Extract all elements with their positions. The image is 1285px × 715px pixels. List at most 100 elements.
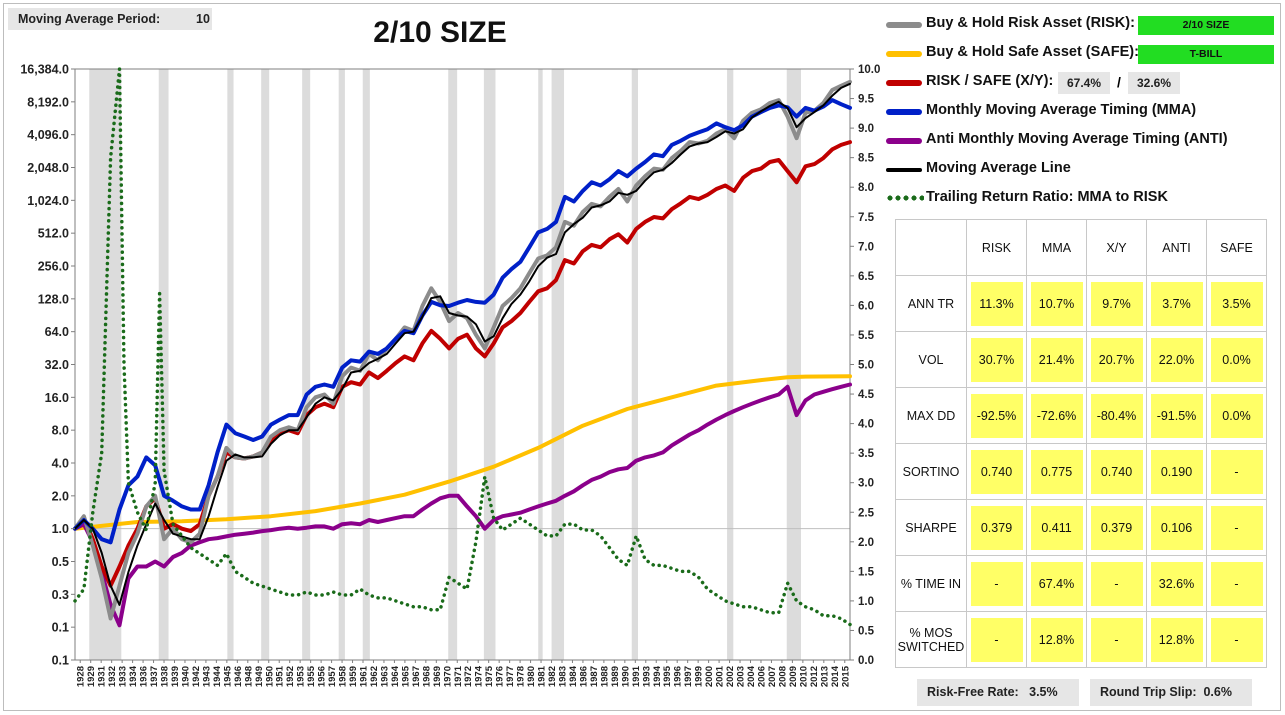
x-tick-label: 1999 xyxy=(694,666,705,687)
x-tick-label: 1934 xyxy=(128,665,139,687)
x-tick-label: 1988 xyxy=(599,666,610,687)
y2-tick-label: 1.0 xyxy=(858,596,874,608)
stats-value: 21.4% xyxy=(1030,337,1083,382)
x-tick-label: 1990 xyxy=(620,666,631,687)
recession-band xyxy=(727,69,734,660)
recession-band xyxy=(338,69,345,660)
stats-value: - xyxy=(970,617,1023,662)
x-tick-label: 1997 xyxy=(683,666,694,687)
stats-table: RISK MMA X/Y ANTI SAFE ANN TR 11.3% 10.7% 9… xyxy=(895,219,1267,668)
x-tick-label: 1928 xyxy=(76,666,87,687)
x-tick-label: 1964 xyxy=(390,665,401,687)
risk-free-rate: Risk-Free Rate: 3.5% xyxy=(917,679,1079,706)
x-tick-label: 1975 xyxy=(484,665,495,687)
x-tick-label: 1984 xyxy=(568,665,579,687)
recession-band xyxy=(786,69,802,660)
legend-risk-swatch xyxy=(886,22,922,28)
x-tick-label: 1980 xyxy=(526,666,537,687)
y2-tick-label: 3.0 xyxy=(858,478,874,490)
stats-cell: - xyxy=(1206,555,1267,612)
round-trip-slip-text: Round Trip Slip: 0.6% xyxy=(1100,685,1232,699)
y2-tick-label: 5.0 xyxy=(858,360,874,372)
stats-value: 0.106 xyxy=(1150,505,1203,550)
x-tick-label: 1968 xyxy=(421,666,432,687)
stats-row-label: VOL xyxy=(895,331,967,388)
stats-cell: 20.7% xyxy=(1086,331,1147,388)
x-tick-label: 1945 xyxy=(222,665,233,687)
stats-value: 67.4% xyxy=(1030,561,1083,606)
x-tick-label: 1944 xyxy=(212,665,223,687)
stats-header-row: RISK MMA X/Y ANTI SAFE xyxy=(895,219,1267,276)
stats-value: 0.0% xyxy=(1210,337,1263,382)
x-tick-label: 2007 xyxy=(767,666,778,687)
alloc-risk-value: 67.4% xyxy=(1058,72,1110,94)
stats-value: 0.775 xyxy=(1030,449,1083,494)
y2-tick-label: 7.0 xyxy=(858,241,874,253)
y2-tick-label: 8.0 xyxy=(858,182,874,194)
stats-cell: - xyxy=(1086,555,1147,612)
y-tick-label: 128.0 xyxy=(38,292,69,306)
stats-col-header: RISK xyxy=(966,219,1027,276)
y2-tick-label: 1.5 xyxy=(858,566,875,578)
legend-safe-label: Buy & Hold Safe Asset (SAFE): xyxy=(926,44,1139,60)
axes: 16,384.0 8,192.0 4,096.0 2,048.0 1,024.0 512.… xyxy=(20,63,880,688)
stats-cell: 32.6% xyxy=(1146,555,1207,612)
y-tick-label: 16.0 xyxy=(45,391,69,405)
stats-cell: 0.740 xyxy=(966,443,1027,500)
legend-mma-swatch xyxy=(886,109,922,115)
stats-cell: 0.0% xyxy=(1206,387,1267,444)
y2-tick-label: 0.0 xyxy=(858,655,874,667)
stats-cell: - xyxy=(1206,611,1267,668)
moving-average-period-box: Moving Average Period: 10 xyxy=(8,8,212,30)
recession-band xyxy=(551,69,565,660)
legend-ma-line-swatch xyxy=(886,168,922,172)
stats-value: - xyxy=(1210,617,1263,662)
stats-col-header: MMA xyxy=(1026,219,1087,276)
stats-value: 9.7% xyxy=(1090,281,1143,326)
stats-col-header: ANTI xyxy=(1146,219,1207,276)
x-tick-label: 2002 xyxy=(725,666,736,687)
x-tick-label: 1994 xyxy=(652,665,663,687)
y-tick-label: 0.5 xyxy=(52,555,69,569)
alloc-safe-value: 32.6% xyxy=(1128,72,1180,94)
x-tick-label: 1969 xyxy=(432,666,443,687)
stats-value: -72.6% xyxy=(1030,393,1083,438)
x-tick-label: 1965 xyxy=(400,665,411,687)
stats-row-label: % MOS SWITCHED xyxy=(895,611,967,668)
stats-cell: 67.4% xyxy=(1026,555,1087,612)
recession-band xyxy=(261,69,270,660)
x-tick-label: 2013 xyxy=(819,666,830,687)
x-tick-label: 1991 xyxy=(631,665,642,687)
y-tick-label: 16,384.0 xyxy=(20,63,69,77)
stats-cell: 12.8% xyxy=(1146,611,1207,668)
x-tick-label: 2014 xyxy=(830,665,841,687)
y2-tick-label: 10.0 xyxy=(858,64,880,76)
stats-row: ANN TR 11.3% 10.7% 9.7% 3.7% 3.5% xyxy=(895,275,1267,332)
grid-lines xyxy=(74,68,851,661)
stats-cell: 9.7% xyxy=(1086,275,1147,332)
stats-col-header: SAFE xyxy=(1206,219,1267,276)
x-tick-label: 1982 xyxy=(547,666,558,687)
x-tick-label: 2012 xyxy=(809,666,820,687)
stats-cell: -91.5% xyxy=(1146,387,1207,444)
y-tick-label: 4.0 xyxy=(52,457,69,471)
stats-value: -91.5% xyxy=(1150,393,1203,438)
x-tick-label: 1959 xyxy=(348,666,359,687)
x-tick-label: 1981 xyxy=(537,665,548,687)
stats-cell: 0.411 xyxy=(1026,499,1087,556)
y-tick-label: 0.1 xyxy=(52,654,69,668)
stats-row-label: % TIME IN xyxy=(895,555,967,612)
recession-band xyxy=(538,69,543,660)
y-tick-label: 64.0 xyxy=(45,325,69,339)
y-tick-label: 2.0 xyxy=(52,489,69,503)
x-tick-label: 1957 xyxy=(327,666,338,687)
y2-tick-label: 6.0 xyxy=(858,300,874,312)
x-tick-label: 1977 xyxy=(505,666,516,687)
stats-value: 11.3% xyxy=(970,281,1023,326)
stats-corner xyxy=(895,219,967,276)
y2-tick-label: 4.0 xyxy=(858,419,874,431)
x-tick-label: 1983 xyxy=(557,666,568,687)
y-tick-label: 1,024.0 xyxy=(27,194,69,208)
stats-value: 0.740 xyxy=(1090,449,1143,494)
legend-xy-swatch xyxy=(886,80,922,86)
